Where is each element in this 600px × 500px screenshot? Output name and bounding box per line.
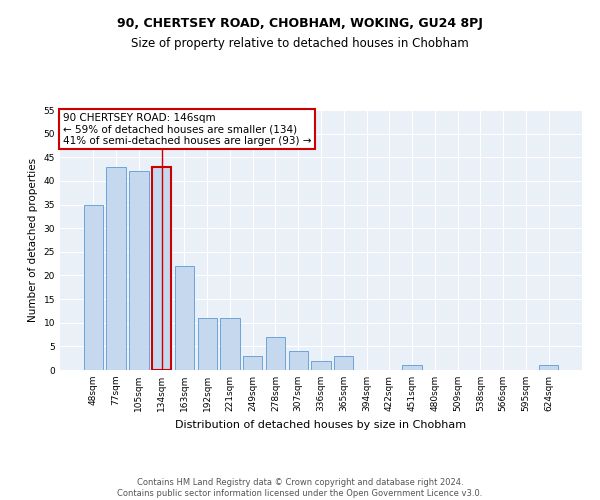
- Text: Size of property relative to detached houses in Chobham: Size of property relative to detached ho…: [131, 38, 469, 51]
- Bar: [152, 166, 172, 370]
- Y-axis label: Number of detached properties: Number of detached properties: [28, 158, 38, 322]
- Bar: [197, 318, 217, 370]
- Text: Contains HM Land Registry data © Crown copyright and database right 2024.
Contai: Contains HM Land Registry data © Crown c…: [118, 478, 482, 498]
- Bar: [289, 351, 308, 370]
- Bar: [129, 172, 149, 370]
- Bar: [175, 266, 194, 370]
- Text: 90 CHERTSEY ROAD: 146sqm
← 59% of detached houses are smaller (134)
41% of semi-: 90 CHERTSEY ROAD: 146sqm ← 59% of detach…: [62, 112, 311, 146]
- Bar: [334, 356, 353, 370]
- X-axis label: Distribution of detached houses by size in Chobham: Distribution of detached houses by size …: [175, 420, 467, 430]
- Bar: [84, 204, 103, 370]
- Bar: [403, 366, 422, 370]
- Bar: [539, 366, 558, 370]
- Bar: [243, 356, 262, 370]
- Bar: [266, 337, 285, 370]
- Text: 90, CHERTSEY ROAD, CHOBHAM, WOKING, GU24 8PJ: 90, CHERTSEY ROAD, CHOBHAM, WOKING, GU24…: [117, 18, 483, 30]
- Bar: [106, 166, 126, 370]
- Bar: [220, 318, 239, 370]
- Bar: [311, 360, 331, 370]
